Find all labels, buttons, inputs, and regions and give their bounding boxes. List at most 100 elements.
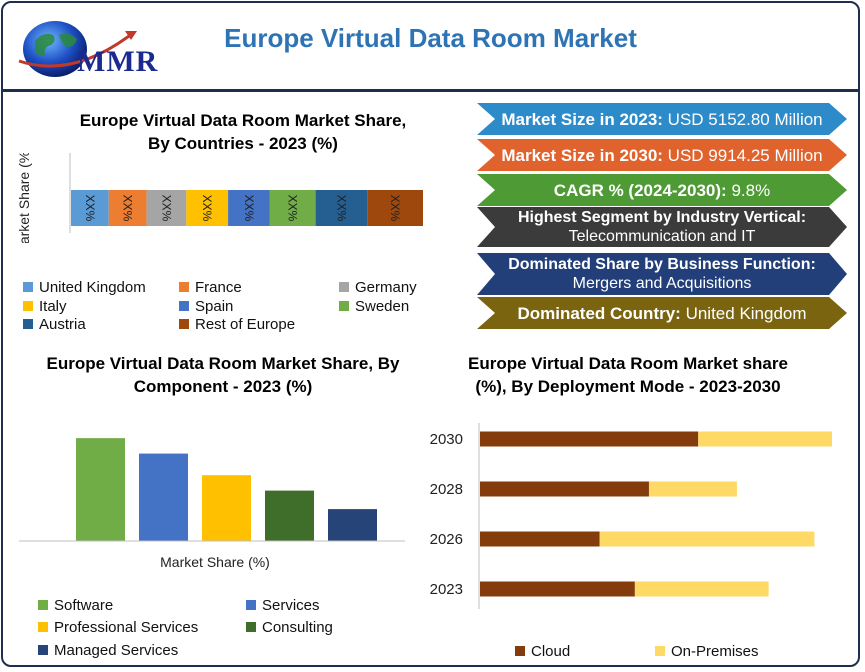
legend-label: Austria (39, 316, 86, 333)
stat-banner: Market Size in 2030: USD 9914.25 Million (477, 139, 847, 171)
stat-label: Market Size in 2023: (501, 109, 663, 129)
legend-label: Rest of Europe (195, 316, 296, 333)
legend-label: Italy (39, 297, 67, 315)
countries-legend-item: Austria (23, 316, 86, 333)
stat-text: Market Size in 2030: USD 9914.25 Million (501, 145, 822, 166)
deployment-bar-segment (480, 481, 649, 497)
legend-swatch (246, 622, 256, 632)
country-data-label: XX% (334, 195, 348, 222)
legend-swatch (655, 646, 665, 656)
country-bar-segment (71, 190, 109, 226)
legend-label: Professional Services (54, 619, 199, 636)
mmr-logo: MMR (13, 9, 183, 85)
stat-label: Highest Segment by Industry Vertical: (517, 209, 807, 226)
deployment-tick-label: 2030 (430, 431, 463, 448)
legend-swatch (179, 300, 189, 311)
countries-legend-item: Sweden (339, 298, 409, 315)
country-bar-segment (269, 190, 316, 226)
stat-value: 9.8% (731, 180, 771, 200)
country-data-label: XX% (200, 195, 214, 222)
arrow-banner-shape (477, 174, 847, 206)
legend-swatch (38, 600, 48, 610)
legend-swatch (339, 282, 349, 292)
component-legend-item: Professional Services (38, 619, 198, 636)
country-data-label: XX% (242, 195, 256, 222)
stat-value: United Kingdom (685, 303, 807, 323)
legend-swatch (38, 622, 48, 632)
component-bar (76, 438, 125, 541)
legend-label: Cloud (531, 643, 571, 660)
legend-label: Spain (195, 297, 234, 315)
component-bar (139, 453, 188, 541)
deployment-tick-label: 2026 (430, 531, 463, 548)
countries-legend-item: Italy (23, 298, 67, 315)
countries-y-axis-label: Market Share (%) (16, 153, 32, 243)
arrow-banner-shape (477, 139, 847, 171)
arrow-banner-shape (477, 253, 847, 295)
legend-label: Consulting (262, 619, 333, 636)
stat-text: Dominated Share by Business Function: Mer… (508, 255, 816, 293)
deployment-bar-segment (698, 431, 832, 447)
countries-legend-item: France (179, 279, 242, 296)
countries-legend-item: Rest of Europe (179, 316, 295, 333)
country-bar-segment (146, 190, 187, 226)
country-data-label: XX% (286, 195, 300, 222)
stat-text: Market Size in 2023: USD 5152.80 Million (501, 109, 822, 130)
country-data-label: XX% (159, 195, 173, 222)
country-bar-segment (186, 190, 229, 226)
stat-text: CAGR % (2024-2030): 9.8% (554, 180, 770, 201)
component-chart (19, 438, 405, 542)
globe-icon (18, 21, 137, 77)
country-bar-segment (228, 190, 270, 226)
country-bar-segment (315, 190, 368, 226)
legend-label: United Kingdom (39, 279, 146, 296)
header-divider (3, 89, 858, 92)
component-legend-item: Services (246, 597, 320, 614)
legend-swatch (179, 319, 189, 329)
legend-swatch (179, 282, 189, 292)
legend-label: France (195, 279, 242, 296)
country-data-label: XX% (83, 195, 97, 222)
stat-value: Mergers and Acquisitions (572, 275, 752, 292)
deployment-bar-segment (648, 481, 737, 497)
legend-label: Sweden (355, 297, 410, 315)
deployment-legend-item: Cloud (515, 643, 570, 660)
deployment-tick-label: 2023 (430, 581, 463, 598)
stat-label: Dominated Share by Business Function: (508, 256, 816, 273)
stat-banner: Highest Segment by Industry Vertical: Tel… (477, 207, 847, 247)
legend-swatch (515, 646, 525, 656)
deployment-tick-label: 2028 (430, 481, 463, 498)
stat-text: Dominated Country: United Kingdom (517, 303, 806, 324)
deployment-bar-segment (634, 581, 769, 597)
deployment-bar-segment (480, 581, 635, 597)
arrow-banner-shape (477, 207, 847, 247)
stat-value: Telecommunication and IT (568, 228, 756, 245)
countries-legend-item: United Kingdom (23, 279, 146, 296)
deployment-bar-segment (599, 531, 815, 547)
countries-legend-item: Germany (339, 279, 417, 296)
stat-label: CAGR % (2024-2030): (553, 180, 727, 200)
country-data-label: XX% (388, 195, 402, 222)
stat-label: Market Size in 2030: (501, 145, 663, 165)
component-chart-title: Europe Virtual Data Room Market Share, B… (46, 354, 400, 396)
countries-legend-item: Spain (179, 298, 233, 315)
countries-chart-title: Europe Virtual Data Room Market Share, B… (79, 111, 407, 153)
stat-banner: Dominated Share by Business Function: Mer… (477, 253, 847, 295)
arrow-banner-shape (477, 103, 847, 135)
legend-swatch (23, 282, 33, 292)
legend-label: Services (262, 597, 320, 614)
component-bar (202, 475, 251, 541)
page-title: Europe Virtual Data Room Market (224, 23, 637, 53)
legend-label: Managed Services (54, 642, 179, 659)
component-legend-item: Managed Services (38, 642, 178, 659)
deployment-bar-segment (480, 431, 699, 447)
component-legend-item: Consulting (246, 619, 333, 636)
stat-text: Highest Segment by Industry Vertical: Tel… (518, 208, 806, 246)
component-legend-item: Software (38, 597, 113, 614)
legend-swatch (246, 600, 256, 610)
legend-swatch (339, 300, 349, 311)
stat-banner: CAGR % (2024-2030): 9.8% (477, 174, 847, 206)
country-bar-segment (367, 190, 423, 226)
deployment-chart-title: Europe Virtual Data Room Market share (%… (468, 354, 788, 396)
